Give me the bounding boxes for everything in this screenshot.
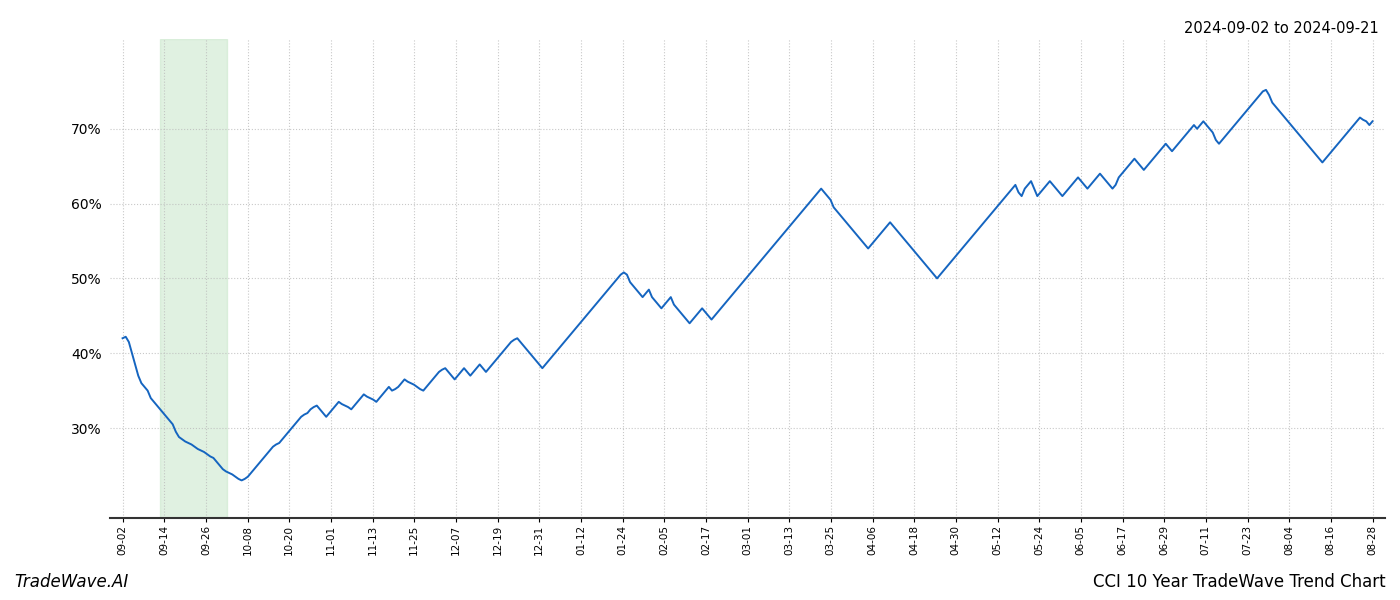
Text: TradeWave.AI: TradeWave.AI — [14, 573, 129, 591]
Text: 2024-09-02 to 2024-09-21: 2024-09-02 to 2024-09-21 — [1184, 21, 1379, 36]
Text: CCI 10 Year TradeWave Trend Chart: CCI 10 Year TradeWave Trend Chart — [1093, 573, 1386, 591]
Bar — [160, 39, 227, 518]
